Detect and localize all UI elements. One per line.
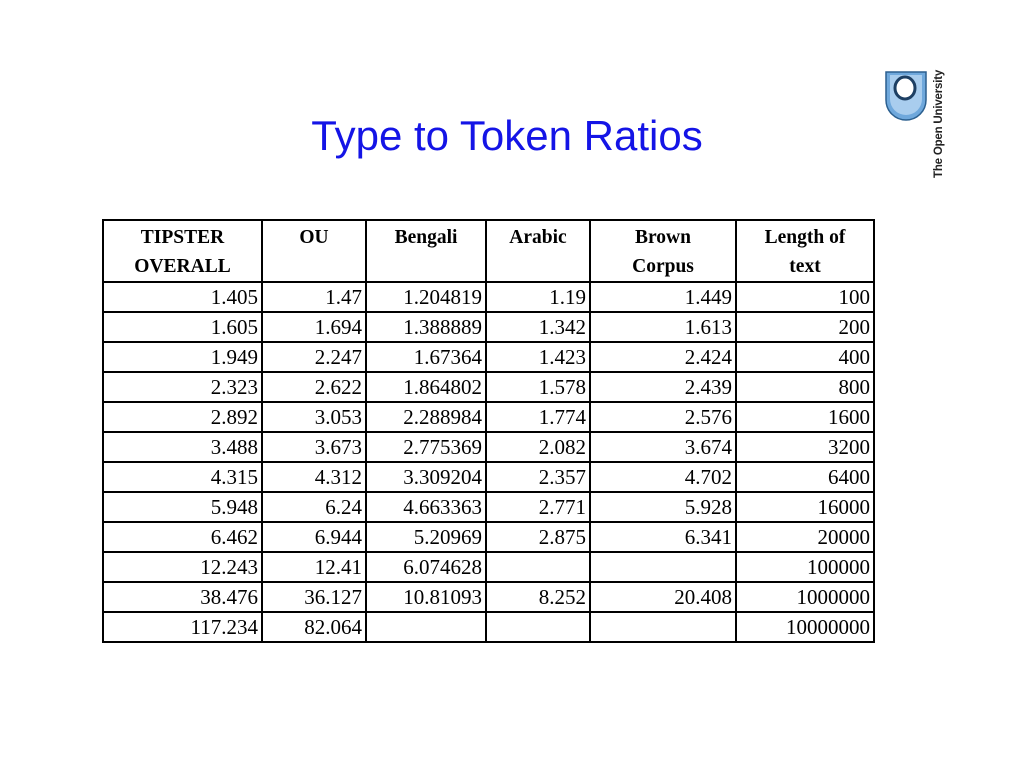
cell-arabic: 8.252 <box>485 581 591 613</box>
cell-arabic: 1.342 <box>485 311 591 343</box>
cell-length-of-text: 3200 <box>735 431 875 463</box>
cell-ou: 82.064 <box>261 611 367 643</box>
cell-brown-corpus: 2.424 <box>589 341 737 373</box>
cell-length-of-text: 100000 <box>735 551 875 583</box>
cell-length-of-text: 100 <box>735 281 875 313</box>
cell-arabic: 1.774 <box>485 401 591 433</box>
cell-ou: 1.694 <box>261 311 367 343</box>
table-row: 1.949 2.247 1.67364 1.423 2.424 400 <box>102 341 875 373</box>
cell-tipster-overall: 117.234 <box>102 611 263 643</box>
table-row: 1.405 1.47 1.204819 1.19 1.449 100 <box>102 281 875 313</box>
header-arabic: Arabic <box>485 219 591 283</box>
cell-ou: 4.312 <box>261 461 367 493</box>
cell-ou: 36.127 <box>261 581 367 613</box>
cell-bengali: 3.309204 <box>365 461 487 493</box>
cell-arabic: 2.357 <box>485 461 591 493</box>
table-row: 117.234 82.064 10000000 <box>102 611 875 643</box>
cell-length-of-text: 10000000 <box>735 611 875 643</box>
cell-length-of-text: 6400 <box>735 461 875 493</box>
cell-length-of-text: 400 <box>735 341 875 373</box>
cell-ou: 3.673 <box>261 431 367 463</box>
cell-tipster-overall: 1.405 <box>102 281 263 313</box>
open-university-wordmark: The Open University <box>933 69 945 178</box>
cell-brown-corpus: 1.449 <box>589 281 737 313</box>
cell-brown-corpus: 6.341 <box>589 521 737 553</box>
table-row: 5.948 6.24 4.663363 2.771 5.928 16000 <box>102 491 875 523</box>
cell-arabic: 1.19 <box>485 281 591 313</box>
cell-brown-corpus: 3.674 <box>589 431 737 463</box>
cell-brown-corpus: 2.576 <box>589 401 737 433</box>
cell-tipster-overall: 1.949 <box>102 341 263 373</box>
open-university-logo: The Open University <box>880 66 980 182</box>
cell-brown-corpus: 20.408 <box>589 581 737 613</box>
cell-tipster-overall: 38.476 <box>102 581 263 613</box>
table-header-row: TIPSTER OVERALL OU Bengali Arabic Brown Co… <box>102 219 875 283</box>
cell-ou: 12.41 <box>261 551 367 583</box>
cell-arabic: 2.875 <box>485 521 591 553</box>
table-row: 38.476 36.127 10.81093 8.252 20.408 1000000 <box>102 581 875 613</box>
cell-arabic: 1.578 <box>485 371 591 403</box>
cell-bengali: 6.074628 <box>365 551 487 583</box>
cell-tipster-overall: 2.323 <box>102 371 263 403</box>
cell-tipster-overall: 3.488 <box>102 431 263 463</box>
table-body: 1.405 1.47 1.204819 1.19 1.449 100 1.605 1.694 1… <box>102 281 875 643</box>
cell-ou: 1.47 <box>261 281 367 313</box>
cell-ou: 6.944 <box>261 521 367 553</box>
cell-arabic: 2.771 <box>485 491 591 523</box>
header-bengali: Bengali <box>365 219 487 283</box>
cell-arabic: 1.423 <box>485 341 591 373</box>
cell-bengali: 2.288984 <box>365 401 487 433</box>
cell-bengali: 4.663363 <box>365 491 487 523</box>
cell-bengali: 1.67364 <box>365 341 487 373</box>
header-ou: OU <box>261 219 367 283</box>
header-brown-corpus: Brown Corpus <box>589 219 737 283</box>
type-token-ratio-table: TIPSTER OVERALL OU Bengali Arabic Brown Co… <box>102 219 875 643</box>
cell-ou: 2.622 <box>261 371 367 403</box>
cell-tipster-overall: 2.892 <box>102 401 263 433</box>
cell-ou: 3.053 <box>261 401 367 433</box>
cell-bengali: 1.204819 <box>365 281 487 313</box>
cell-brown-corpus <box>589 611 737 643</box>
cell-tipster-overall: 5.948 <box>102 491 263 523</box>
cell-arabic: 2.082 <box>485 431 591 463</box>
cell-brown-corpus: 1.613 <box>589 311 737 343</box>
header-tipster-overall: TIPSTER OVERALL <box>102 219 263 283</box>
cell-length-of-text: 1000000 <box>735 581 875 613</box>
cell-length-of-text: 200 <box>735 311 875 343</box>
cell-bengali <box>365 611 487 643</box>
cell-bengali: 2.775369 <box>365 431 487 463</box>
cell-tipster-overall: 1.605 <box>102 311 263 343</box>
slide-title: Type to Token Ratios <box>311 112 703 159</box>
table-row: 6.462 6.944 5.20969 2.875 6.341 20000 <box>102 521 875 553</box>
table-row: 12.243 12.41 6.074628 100000 <box>102 551 875 583</box>
table-row: 2.892 3.053 2.288984 1.774 2.576 1600 <box>102 401 875 433</box>
open-university-shield-icon <box>885 71 927 121</box>
cell-tipster-overall: 12.243 <box>102 551 263 583</box>
cell-bengali: 5.20969 <box>365 521 487 553</box>
cell-bengali: 1.388889 <box>365 311 487 343</box>
table-row: 2.323 2.622 1.864802 1.578 2.439 800 <box>102 371 875 403</box>
cell-arabic <box>485 551 591 583</box>
cell-length-of-text: 16000 <box>735 491 875 523</box>
table-row: 4.315 4.312 3.309204 2.357 4.702 6400 <box>102 461 875 493</box>
cell-brown-corpus <box>589 551 737 583</box>
cell-bengali: 1.864802 <box>365 371 487 403</box>
cell-brown-corpus: 2.439 <box>589 371 737 403</box>
cell-ou: 2.247 <box>261 341 367 373</box>
cell-bengali: 10.81093 <box>365 581 487 613</box>
cell-ou: 6.24 <box>261 491 367 523</box>
cell-tipster-overall: 4.315 <box>102 461 263 493</box>
cell-brown-corpus: 5.928 <box>589 491 737 523</box>
table-row: 1.605 1.694 1.388889 1.342 1.613 200 <box>102 311 875 343</box>
cell-tipster-overall: 6.462 <box>102 521 263 553</box>
cell-arabic <box>485 611 591 643</box>
cell-length-of-text: 1600 <box>735 401 875 433</box>
table-row: 3.488 3.673 2.775369 2.082 3.674 3200 <box>102 431 875 463</box>
cell-brown-corpus: 4.702 <box>589 461 737 493</box>
cell-length-of-text: 20000 <box>735 521 875 553</box>
header-length-of-text: Length of text <box>735 219 875 283</box>
cell-length-of-text: 800 <box>735 371 875 403</box>
